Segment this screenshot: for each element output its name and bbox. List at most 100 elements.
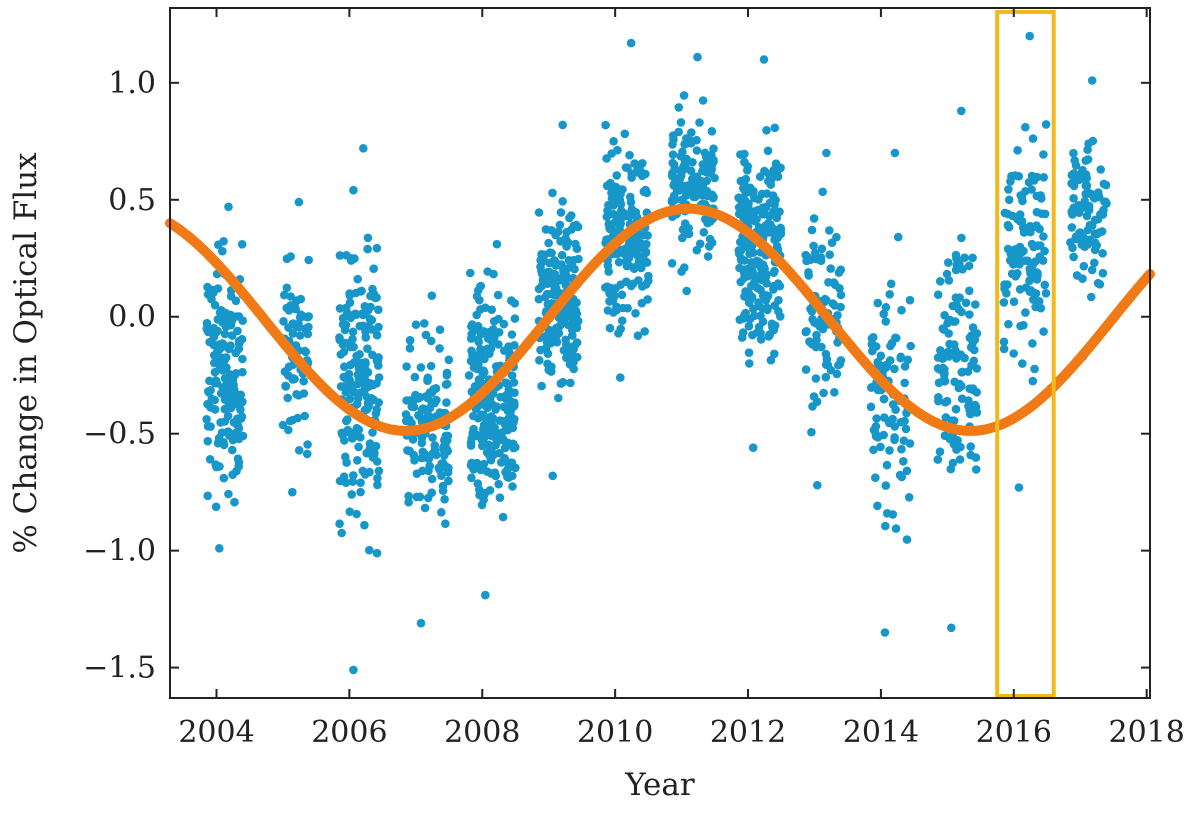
data-point xyxy=(443,464,453,474)
data-point xyxy=(1093,278,1103,288)
data-point xyxy=(735,315,745,325)
data-point xyxy=(817,342,826,352)
data-point xyxy=(809,241,818,251)
data-point xyxy=(905,295,915,305)
data-point xyxy=(633,168,642,177)
data-point xyxy=(360,372,370,381)
data-point xyxy=(1021,122,1030,132)
data-point xyxy=(373,480,382,490)
data-point xyxy=(349,665,358,675)
data-point xyxy=(233,326,242,336)
data-point xyxy=(339,428,349,438)
data-point xyxy=(223,318,233,327)
data-point xyxy=(773,233,782,243)
data-point xyxy=(558,120,567,130)
data-point xyxy=(1018,359,1027,368)
data-point xyxy=(890,148,900,158)
data-point xyxy=(566,301,575,311)
data-point xyxy=(813,480,822,490)
data-point xyxy=(434,463,444,473)
data-point xyxy=(872,414,881,423)
data-point xyxy=(1016,321,1025,331)
data-point xyxy=(444,355,454,365)
data-point xyxy=(416,363,426,372)
data-point xyxy=(1069,169,1079,178)
data-point xyxy=(756,328,765,338)
data-point xyxy=(473,325,482,334)
data-point xyxy=(479,410,488,420)
data-point xyxy=(1032,221,1041,230)
x-tick-label: 2004 xyxy=(178,715,254,750)
data-point xyxy=(340,436,349,445)
data-point xyxy=(363,233,373,243)
data-point xyxy=(218,246,227,256)
data-point xyxy=(359,144,368,153)
data-point xyxy=(492,437,502,447)
data-point xyxy=(479,459,489,469)
data-point xyxy=(543,299,553,309)
data-point xyxy=(758,203,768,212)
data-point xyxy=(1019,246,1028,256)
data-point xyxy=(1028,134,1038,143)
data-point xyxy=(219,473,229,483)
data-point xyxy=(769,268,778,278)
data-point xyxy=(881,303,891,312)
data-point xyxy=(417,438,427,448)
data-point xyxy=(226,291,236,301)
data-point xyxy=(1004,319,1013,329)
data-point xyxy=(1038,256,1048,265)
data-point xyxy=(361,333,371,342)
data-point xyxy=(961,298,971,308)
data-point xyxy=(1086,292,1096,302)
data-point xyxy=(1004,222,1014,232)
data-point xyxy=(366,443,375,453)
data-point xyxy=(208,288,218,298)
data-point xyxy=(1096,165,1105,174)
data-point xyxy=(291,304,301,314)
data-point xyxy=(412,492,422,502)
data-point xyxy=(363,344,372,354)
data-point xyxy=(478,425,488,434)
data-point xyxy=(622,277,631,287)
data-point xyxy=(885,356,895,365)
data-point xyxy=(603,306,613,315)
data-point xyxy=(467,329,477,339)
data-point xyxy=(367,325,377,334)
data-point xyxy=(410,372,420,382)
data-point xyxy=(938,363,948,373)
data-point xyxy=(612,249,621,258)
data-point xyxy=(970,400,980,410)
data-point xyxy=(1021,308,1030,317)
data-point xyxy=(744,199,753,208)
data-point xyxy=(567,225,576,234)
data-point xyxy=(426,361,436,371)
data-point xyxy=(485,327,494,337)
data-point xyxy=(938,354,948,363)
data-point xyxy=(683,181,693,190)
data-point xyxy=(745,359,754,368)
data-point xyxy=(674,103,684,112)
data-point xyxy=(547,367,556,376)
data-point xyxy=(572,323,582,333)
data-point xyxy=(668,168,677,178)
x-tick-label: 2010 xyxy=(577,715,653,750)
data-point xyxy=(881,521,890,531)
data-point xyxy=(901,424,911,434)
data-point xyxy=(213,347,222,356)
data-point xyxy=(234,312,244,321)
data-point xyxy=(233,454,243,464)
data-point xyxy=(1013,269,1022,278)
data-point xyxy=(933,290,943,300)
data-point xyxy=(1069,252,1078,262)
data-point xyxy=(935,277,945,286)
data-point xyxy=(292,322,302,332)
x-tick-label: 2014 xyxy=(843,715,919,750)
data-point xyxy=(1027,185,1036,194)
data-point xyxy=(801,365,811,374)
data-point xyxy=(370,293,380,303)
data-point xyxy=(888,400,898,409)
data-point xyxy=(203,436,213,446)
data-point xyxy=(474,337,484,347)
data-point xyxy=(303,329,313,339)
data-point xyxy=(304,322,313,332)
